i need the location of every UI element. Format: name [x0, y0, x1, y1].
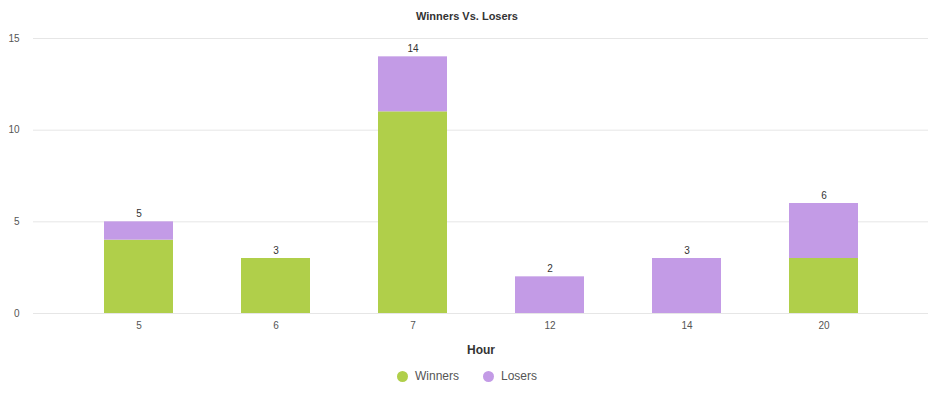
svg-text:6: 6 [273, 320, 279, 331]
svg-text:5: 5 [14, 216, 20, 227]
svg-text:15: 15 [8, 33, 20, 44]
svg-text:20: 20 [818, 320, 830, 331]
svg-text:6: 6 [821, 190, 827, 201]
svg-text:2: 2 [547, 263, 553, 274]
svg-text:14: 14 [681, 320, 693, 331]
svg-text:3: 3 [273, 245, 279, 256]
html-text:Winners: Winners [415, 369, 459, 383]
svg-text:14: 14 [407, 43, 419, 54]
svg-text:5: 5 [136, 208, 142, 219]
svg-text:7: 7 [410, 320, 416, 331]
svg-text:3: 3 [684, 245, 690, 256]
svg-text:10: 10 [8, 124, 20, 135]
svg-text:12: 12 [544, 320, 556, 331]
svg-text:Hour: Hour [467, 343, 495, 357]
html-text:Winners Vs. Losers: Winners Vs. Losers [416, 10, 518, 22]
svg-text:5: 5 [136, 320, 142, 331]
svg-text:0: 0 [14, 308, 20, 319]
html-text:Losers: Losers [501, 369, 537, 383]
